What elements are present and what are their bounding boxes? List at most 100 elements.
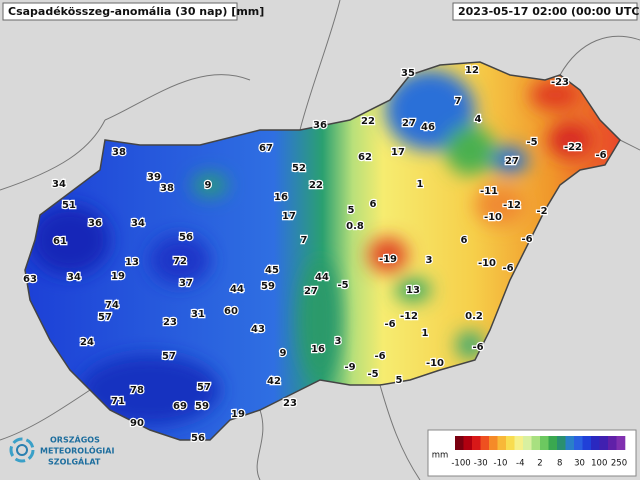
station-value: 57 xyxy=(162,351,176,362)
colorbar-cell xyxy=(616,436,626,450)
station-value: 5 xyxy=(348,205,355,216)
station-value: 27 xyxy=(505,156,519,167)
station-value: 63 xyxy=(23,274,37,285)
station-value: 52 xyxy=(292,163,306,174)
station-value: -19 xyxy=(379,254,397,265)
legend-tick-label: 30 xyxy=(574,459,585,469)
station-value: -12 xyxy=(400,311,418,322)
station-value: 59 xyxy=(195,401,209,412)
legend-tick-label: -30 xyxy=(474,459,488,469)
station-value: 35 xyxy=(401,68,415,79)
colorbar-cell xyxy=(582,436,592,450)
station-value: 69 xyxy=(173,401,187,412)
colorbar-cell xyxy=(506,436,515,450)
station-value: 44 xyxy=(230,284,244,295)
timestamp-box xyxy=(452,2,638,21)
station-value: 17 xyxy=(391,147,405,158)
station-value: 3 xyxy=(335,336,342,347)
station-value: 7 xyxy=(455,96,462,107)
station-value: 45 xyxy=(265,265,279,276)
station-value: -10 xyxy=(426,358,444,369)
colorbar-cell xyxy=(455,436,464,450)
legend-tick-label: -4 xyxy=(516,459,524,469)
colorbar-cell xyxy=(531,436,541,450)
station-value: 4 xyxy=(475,114,482,125)
station-value: 0.8 xyxy=(346,221,364,232)
colorbar-cell xyxy=(480,436,490,450)
station-value: 1 xyxy=(417,179,424,190)
station-value: 34 xyxy=(131,218,145,229)
legend-unit: mm xyxy=(432,451,449,461)
station-value: 90 xyxy=(130,418,144,429)
legend-tick-label: 250 xyxy=(611,459,627,469)
station-value: 42 xyxy=(267,376,281,387)
station-value: -6 xyxy=(374,351,385,362)
station-value: 34 xyxy=(52,179,66,190)
station-value: -23 xyxy=(551,77,569,88)
station-value: 6 xyxy=(370,199,377,210)
station-value: -12 xyxy=(503,200,521,211)
station-value: -5 xyxy=(526,137,537,148)
logo-line: METEOROLÓGIAI xyxy=(40,445,114,456)
station-value: 37 xyxy=(179,278,193,289)
station-value: 46 xyxy=(421,122,435,133)
station-value: -2 xyxy=(536,206,547,217)
colorbar-cell xyxy=(514,436,524,450)
station-value: 38 xyxy=(160,183,174,194)
station-value: 56 xyxy=(179,232,193,243)
station-value: 57 xyxy=(98,312,112,323)
title: Csapadékösszeg-anomália (30 nap) [mm] xyxy=(8,5,264,18)
logo-line: SZOLGÁLAT xyxy=(48,456,101,467)
colorbar-cell xyxy=(540,436,549,450)
station-value: 51 xyxy=(62,200,76,211)
station-value: 13 xyxy=(125,257,139,268)
station-value: -6 xyxy=(595,150,606,161)
station-value: 13 xyxy=(406,285,420,296)
station-value: 7 xyxy=(301,235,308,246)
station-value: 22 xyxy=(309,180,323,191)
logo: ORSZÁGOS METEOROLÓGIAI SZOLGÁLAT xyxy=(9,434,114,467)
station-value: 19 xyxy=(231,409,245,420)
station-value: 1 xyxy=(422,328,429,339)
station-value: -6 xyxy=(521,234,532,245)
legend-tick-label: 8 xyxy=(557,459,562,469)
station-value: 31 xyxy=(191,309,205,320)
colorbar-cell xyxy=(497,436,507,450)
station-value: 43 xyxy=(251,324,265,335)
station-value: 36 xyxy=(313,120,327,131)
colorbar-cell xyxy=(548,436,558,450)
station-value: 9 xyxy=(280,348,287,359)
station-value: 34 xyxy=(67,272,81,283)
station-value: 5 xyxy=(396,375,403,386)
title-box xyxy=(2,2,238,21)
station-value: -5 xyxy=(367,369,378,380)
station-value: 27 xyxy=(402,118,416,129)
station-value: 78 xyxy=(130,385,144,396)
station-value: 16 xyxy=(311,344,325,355)
station-value: 72 xyxy=(173,256,187,267)
station-value: 3 xyxy=(426,255,433,266)
colorbar-cell xyxy=(608,436,617,450)
station-value: 23 xyxy=(163,317,177,328)
station-value: -10 xyxy=(484,212,502,223)
station-value: 16 xyxy=(274,192,288,203)
station-value: -5 xyxy=(337,280,348,291)
station-value: -6 xyxy=(384,319,395,330)
legend-tick-label: 100 xyxy=(591,459,607,469)
station-value: -11 xyxy=(480,186,498,197)
logo-line: ORSZÁGOS xyxy=(50,434,100,445)
station-value: 57 xyxy=(197,382,211,393)
station-value: 19 xyxy=(111,271,125,282)
colorbar-cell xyxy=(523,436,532,450)
station-value: 23 xyxy=(283,398,297,409)
colorbar-cell xyxy=(599,436,609,450)
station-value: -6 xyxy=(502,263,513,274)
station-value: 56 xyxy=(191,433,205,444)
station-value: 44 xyxy=(315,272,329,283)
station-value: 74 xyxy=(105,300,119,311)
station-value: 67 xyxy=(259,143,273,154)
